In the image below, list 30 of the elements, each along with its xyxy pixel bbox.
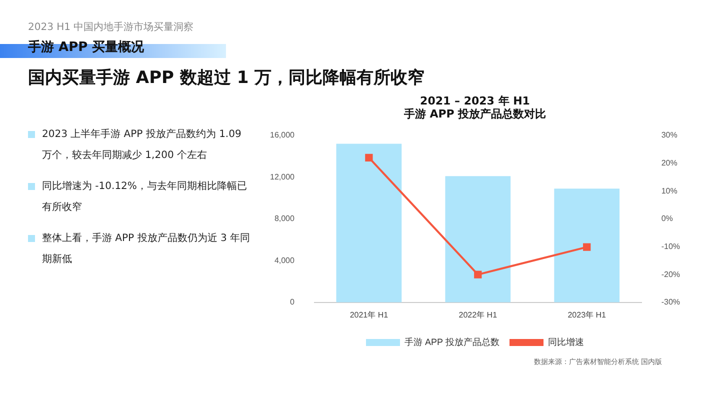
text: 2023 H1 中国内地手游市场买量洞察 xyxy=(28,20,194,34)
y-tick-label: 0 xyxy=(290,298,296,307)
bar xyxy=(554,188,620,302)
text: 2023 上半年手游 APP 投放产品数约为 1.09 万个，较去年同期减少 1,200 个左右 xyxy=(41,128,242,163)
y2-tick-label: 0% xyxy=(661,214,673,224)
text: 整体上看，手游 APP 投放产品数仍为近 3 年同期新低 xyxy=(41,232,251,267)
y2-tick-label: -30% xyxy=(661,298,680,307)
text: 国内买量手游 APP 数超过 1 万，同比降幅有所收窄 xyxy=(28,67,425,89)
x-tick-label: 2021年 H1 xyxy=(350,310,389,320)
x-tick-label: 2023年 H1 xyxy=(568,310,607,320)
y-tick-label: 8,000 xyxy=(274,214,296,224)
legend-label: 同比增速 xyxy=(548,336,584,347)
y2-tick-label: 30% xyxy=(661,130,678,140)
point xyxy=(583,243,591,251)
y2-tick-label: -20% xyxy=(661,270,680,279)
text: 手游 APP 买量概况 xyxy=(28,38,144,56)
point xyxy=(365,154,373,162)
y-tick-label: 12,000 xyxy=(270,172,296,182)
y2-tick-label: 20% xyxy=(661,158,678,168)
y-tick-label: 16,000 xyxy=(270,130,296,140)
legend-label: 手游 APP 投放产品总数 xyxy=(404,336,500,347)
point xyxy=(474,270,482,278)
x-tick-label: 2022年 H1 xyxy=(458,310,498,320)
y-tick-label: 4,000 xyxy=(274,256,296,265)
text: 同比增速为 -10.12%，与去年同期相比降幅已有所收窄 xyxy=(41,180,248,215)
chart-title: 2021 – 2023 年 H1 手游 APP 投放产品总数对比 xyxy=(402,94,546,121)
bar xyxy=(336,144,402,302)
bar xyxy=(445,176,511,302)
y2-tick-label: 10% xyxy=(661,186,678,196)
y2-tick-label: -10% xyxy=(661,242,680,251)
